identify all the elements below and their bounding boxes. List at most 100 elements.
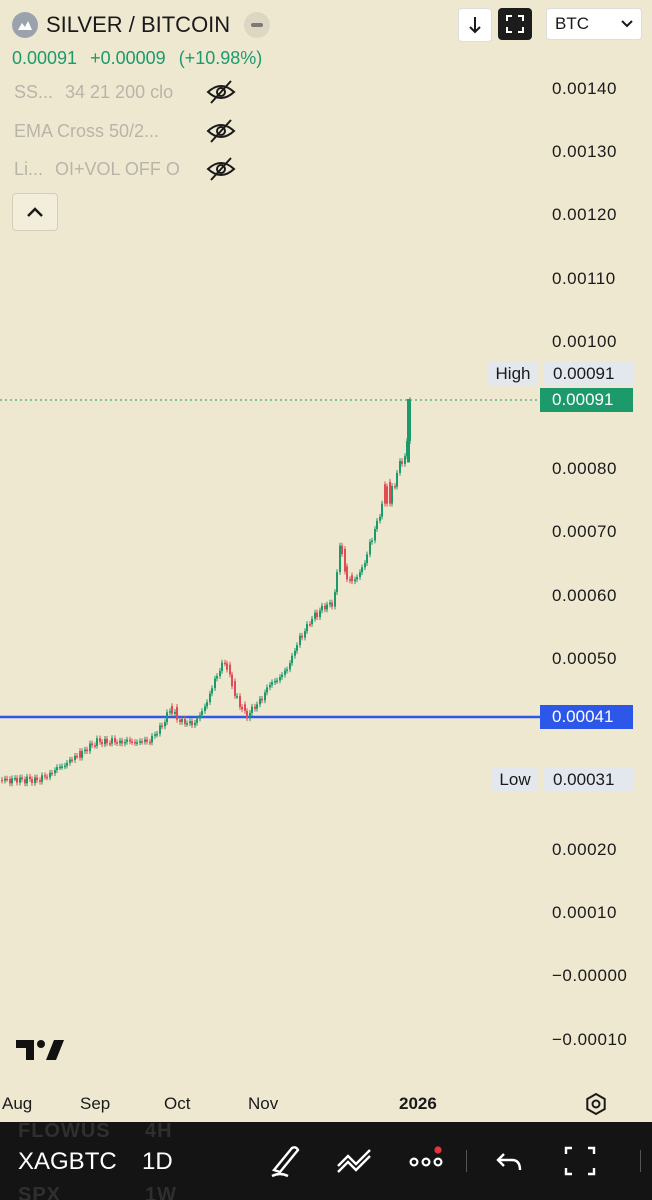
candle-body bbox=[321, 605, 323, 611]
candle-body bbox=[271, 682, 273, 685]
time-tick: Sep bbox=[80, 1094, 111, 1113]
eye-hidden-icon[interactable] bbox=[206, 78, 236, 106]
indicator-name: Li... bbox=[14, 158, 44, 179]
settings-gear-icon[interactable] bbox=[584, 1092, 608, 1116]
candle-body bbox=[64, 765, 66, 768]
symbol-title[interactable]: SILVER / BITCOIN bbox=[12, 10, 271, 40]
candle-body bbox=[96, 738, 98, 746]
candle-body bbox=[296, 645, 298, 651]
candle-body bbox=[129, 739, 131, 742]
toolbar-separator bbox=[466, 1150, 467, 1172]
candle-body bbox=[389, 481, 391, 504]
candle-body bbox=[276, 680, 278, 683]
fullscreen-button[interactable] bbox=[498, 8, 532, 40]
hline-price-label[interactable]: 0.00041 bbox=[540, 705, 633, 729]
candle-body bbox=[256, 704, 258, 709]
candle-body bbox=[19, 777, 21, 783]
candle-body bbox=[69, 759, 71, 763]
candle-body bbox=[211, 688, 213, 694]
currency-select[interactable]: BTC bbox=[546, 8, 642, 40]
currency-value: BTC bbox=[555, 14, 589, 33]
candle-body bbox=[111, 738, 113, 744]
arrow-down-icon bbox=[469, 17, 481, 34]
fullscreen-expand-icon[interactable] bbox=[562, 1142, 598, 1180]
price-tick: 0.00110 bbox=[552, 269, 616, 288]
candle-body bbox=[66, 762, 68, 766]
candle-body bbox=[244, 704, 246, 711]
candle-body bbox=[201, 711, 203, 715]
candle-body bbox=[186, 723, 188, 725]
candle-body bbox=[234, 681, 236, 697]
candle-body bbox=[141, 741, 143, 743]
candle-body bbox=[84, 749, 86, 752]
candle-body bbox=[174, 711, 176, 714]
candle-body bbox=[264, 692, 266, 701]
symbol-selector[interactable]: XAGBTC bbox=[18, 1148, 117, 1175]
price-tick: 0.00120 bbox=[552, 205, 617, 224]
candle-body bbox=[154, 734, 156, 736]
candle-body bbox=[359, 572, 361, 578]
chevron-up-icon bbox=[27, 207, 43, 217]
candle-body bbox=[21, 777, 23, 780]
candle-body bbox=[156, 733, 158, 736]
candle-body bbox=[61, 766, 63, 768]
indicator-row-3[interactable]: Li... OI+VOL OFF O bbox=[14, 155, 180, 183]
indicator-row-1[interactable]: SS... 34 21 200 clo bbox=[14, 78, 173, 106]
scroll-to-latest-button[interactable] bbox=[458, 8, 492, 42]
tradingview-logo-icon[interactable] bbox=[16, 1038, 64, 1062]
candle-body bbox=[236, 696, 238, 698]
candle-body bbox=[384, 484, 386, 504]
interval-selector[interactable]: 1D bbox=[142, 1148, 173, 1175]
candle-body bbox=[386, 486, 388, 504]
price-change-pct: (+10.98%) bbox=[178, 48, 263, 68]
candle-body bbox=[41, 775, 43, 782]
undo-icon[interactable] bbox=[494, 1142, 526, 1180]
candle-body bbox=[191, 721, 193, 726]
candle-body bbox=[231, 674, 233, 687]
candle-body bbox=[151, 735, 153, 743]
indicator-row-2[interactable]: EMA Cross 50/2... bbox=[14, 117, 159, 145]
candle-body bbox=[341, 545, 343, 555]
candle-body bbox=[381, 503, 383, 517]
candle-body bbox=[224, 662, 226, 665]
candle-body bbox=[374, 529, 376, 541]
candle-body bbox=[254, 706, 256, 709]
candle-body bbox=[86, 749, 88, 752]
candle-body bbox=[266, 687, 268, 693]
candle-body bbox=[149, 741, 151, 744]
toolbar-separator bbox=[640, 1150, 641, 1172]
more-options-icon[interactable] bbox=[408, 1142, 446, 1180]
candle-body bbox=[226, 663, 228, 670]
candle-body bbox=[304, 631, 306, 638]
candle-body bbox=[161, 725, 163, 728]
price-tick: 0.00080 bbox=[552, 459, 617, 478]
candle-body bbox=[176, 706, 178, 720]
ghost-symbol-next: SPX bbox=[18, 1184, 62, 1200]
candle-body bbox=[36, 777, 38, 781]
collapse-indicators-button[interactable] bbox=[12, 193, 58, 231]
price-change-line: 0.00091 +0.00009 (+10.98%) bbox=[12, 48, 262, 69]
candle-body bbox=[124, 741, 126, 744]
candle-body bbox=[51, 772, 53, 775]
candle-body bbox=[259, 698, 261, 705]
candle-body bbox=[364, 563, 366, 568]
trend-tools-icon[interactable] bbox=[336, 1142, 374, 1180]
collapse-legend-button[interactable] bbox=[244, 12, 271, 38]
eye-hidden-icon[interactable] bbox=[206, 155, 236, 183]
candle-body bbox=[101, 741, 103, 745]
indicator-name: EMA Cross 50/2... bbox=[14, 120, 160, 141]
candle-body bbox=[396, 472, 398, 487]
brush-drawing-icon[interactable] bbox=[268, 1142, 302, 1180]
candle-body bbox=[314, 612, 316, 619]
candle-body bbox=[326, 604, 328, 610]
eye-hidden-icon[interactable] bbox=[206, 117, 236, 145]
candle-body bbox=[316, 612, 318, 618]
candle-body bbox=[14, 777, 16, 780]
candle-body bbox=[99, 738, 101, 742]
candle-body bbox=[181, 719, 183, 722]
candle-body bbox=[31, 779, 33, 784]
candle-body bbox=[44, 775, 46, 777]
chevron-down-icon bbox=[621, 20, 633, 28]
candle-body bbox=[279, 677, 281, 681]
